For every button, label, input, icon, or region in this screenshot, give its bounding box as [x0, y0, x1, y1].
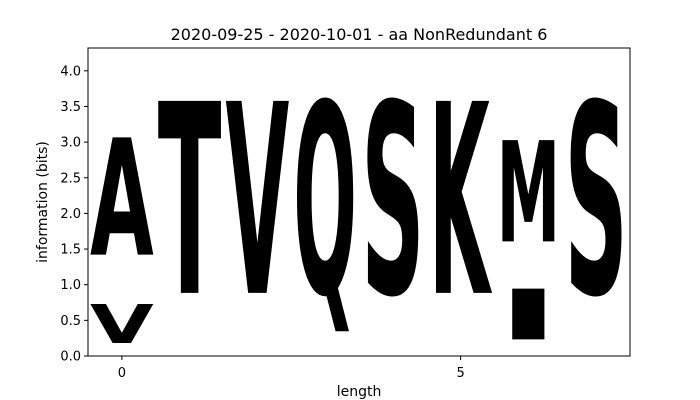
logo-letter: M	[497, 113, 561, 275]
y-tick-label: 3.0	[60, 136, 81, 151]
logo-letter: Q	[293, 48, 357, 355]
y-tick-label: 1.0	[60, 278, 81, 293]
plot-frame	[87, 47, 631, 357]
x-tick-label: 0	[118, 366, 126, 381]
y-tick-label: 3.5	[60, 100, 81, 115]
logo-letter: S	[564, 50, 628, 356]
logo-letter: V	[226, 49, 290, 355]
chart-title: 2020-09-25 - 2020-10-01 - aa NonRedundan…	[171, 25, 548, 44]
y-tick-label: 1.5	[60, 243, 81, 258]
x-axis-label: length	[337, 384, 382, 400]
logo-letter: K	[429, 49, 493, 355]
logo-letter: V	[90, 294, 154, 356]
y-tick-label: 4.0	[60, 64, 81, 79]
logo-letter: T	[158, 49, 222, 356]
y-tick-label: 2.5	[60, 171, 81, 186]
logo-letter: S	[361, 50, 425, 356]
y-tick-label: 0.0	[60, 350, 81, 365]
x-tick-label: 5	[456, 366, 464, 381]
logo-letter: A	[90, 106, 154, 294]
y-tick-label: 0.5	[60, 314, 81, 329]
glyph-layer: VA T V Q S K IM S	[90, 48, 628, 356]
y-tick-label: 2.0	[60, 207, 81, 222]
logo-letter: I	[497, 275, 561, 356]
y-axis-label: information (bits)	[35, 141, 51, 263]
y-axis: 0.0 0.5 1.0 1.5 2.0 2.5 3.0 3.5 4.0	[60, 64, 88, 365]
